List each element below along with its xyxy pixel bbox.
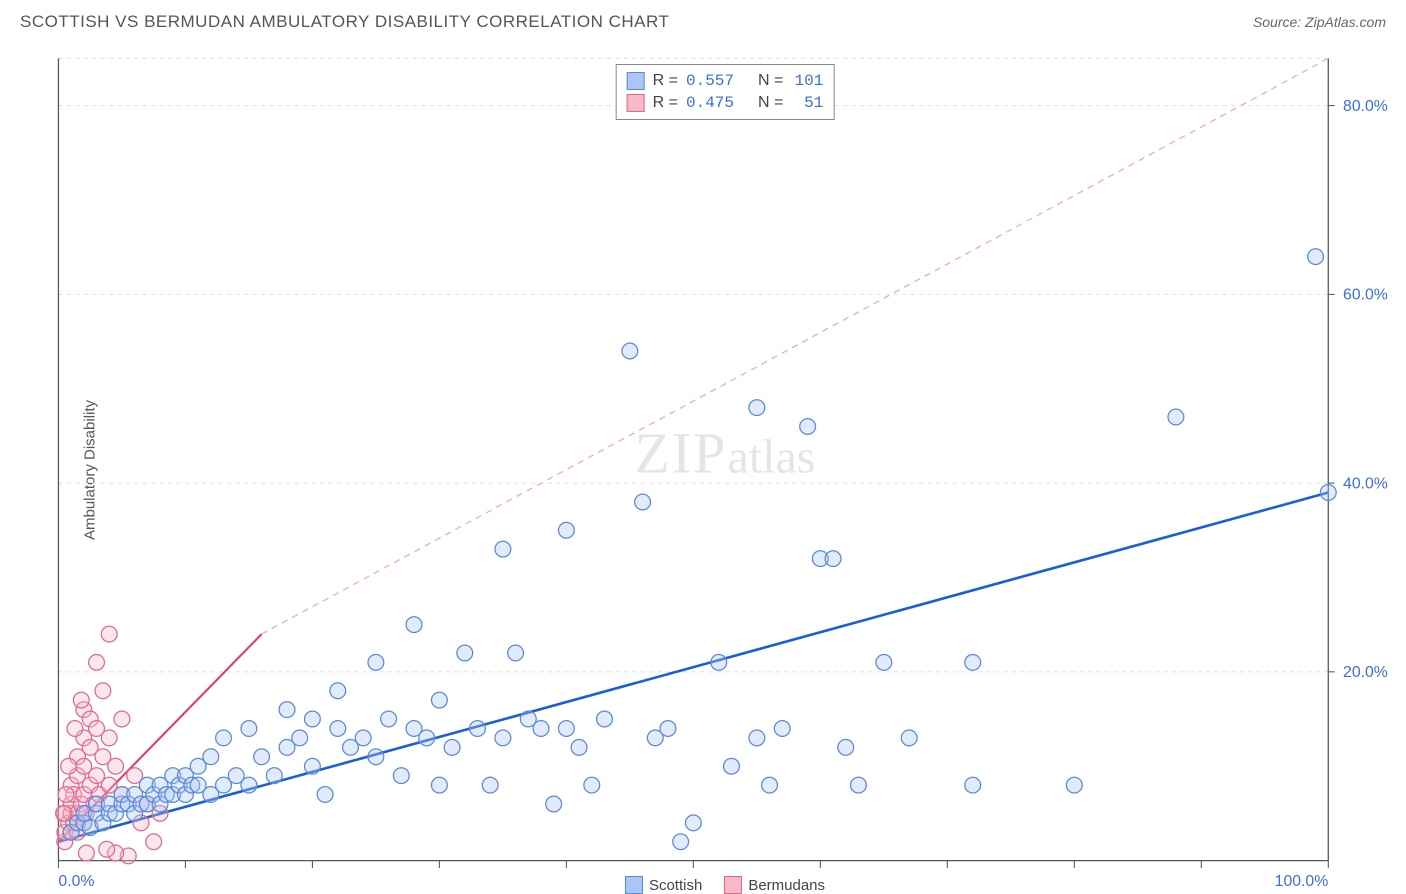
legend-correlation-row: R = 0.475 N = 51 bbox=[627, 92, 824, 114]
legend-series-item: Scottish bbox=[625, 876, 702, 894]
legend-series-label: Scottish bbox=[649, 877, 702, 894]
svg-text:100.0%: 100.0% bbox=[1275, 873, 1329, 890]
legend-series: Scottish Bermudans bbox=[625, 876, 825, 894]
chart-container: Ambulatory Disability 0.0%100.0%20.0%40.… bbox=[50, 50, 1400, 890]
legend-correlation-row: R = 0.557 N = 101 bbox=[627, 70, 824, 92]
legend-series-label: Bermudans bbox=[748, 877, 825, 894]
svg-text:20.0%: 20.0% bbox=[1343, 664, 1388, 681]
chart-title: SCOTTISH VS BERMUDAN AMBULATORY DISABILI… bbox=[20, 12, 669, 32]
legend-swatch bbox=[627, 94, 645, 112]
svg-text:80.0%: 80.0% bbox=[1343, 98, 1388, 115]
legend-n-label: N = bbox=[758, 94, 783, 112]
source-attribution: Source: ZipAtlas.com bbox=[1253, 14, 1386, 30]
legend-swatch bbox=[724, 876, 742, 894]
legend-correlation-box: R = 0.557 N = 101 R = 0.475 N = 51 bbox=[616, 64, 835, 120]
legend-r-label: R = bbox=[653, 72, 678, 90]
legend-n-label: N = bbox=[758, 72, 783, 90]
legend-swatch bbox=[625, 876, 643, 894]
chart-header: SCOTTISH VS BERMUDAN AMBULATORY DISABILI… bbox=[0, 0, 1406, 40]
legend-r-value: 0.557 bbox=[686, 72, 734, 90]
legend-r-value: 0.475 bbox=[686, 94, 734, 112]
svg-text:40.0%: 40.0% bbox=[1343, 475, 1388, 492]
legend-swatch bbox=[627, 72, 645, 90]
legend-n-value: 101 bbox=[791, 72, 823, 90]
legend-series-item: Bermudans bbox=[724, 876, 825, 894]
svg-text:60.0%: 60.0% bbox=[1343, 287, 1388, 304]
legend-r-label: R = bbox=[653, 94, 678, 112]
scatter-plot: 0.0% 100.0% 20.0% 40.0% 60.0% 80.0% bbox=[50, 50, 1400, 890]
legend-n-value: 51 bbox=[791, 94, 823, 112]
svg-text:0.0%: 0.0% bbox=[58, 873, 94, 890]
